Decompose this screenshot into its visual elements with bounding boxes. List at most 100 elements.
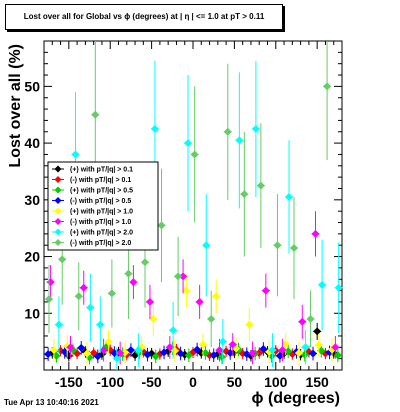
data-point xyxy=(256,181,265,190)
data-point xyxy=(74,292,83,301)
data-point xyxy=(116,348,125,357)
y-tick-label: 40 xyxy=(24,135,40,151)
data-point xyxy=(124,269,133,278)
data-point xyxy=(112,354,121,363)
chart-title-box: Lost over all for Global vs ϕ (degrees) … xyxy=(5,4,283,30)
data-point xyxy=(157,221,166,230)
data-point xyxy=(318,280,327,289)
data-point xyxy=(334,283,343,292)
data-point xyxy=(104,337,113,346)
data-point xyxy=(44,350,53,359)
x-tick-label: 50 xyxy=(227,374,243,390)
data-point xyxy=(165,343,174,352)
data-point xyxy=(129,278,138,287)
data-point xyxy=(235,136,244,145)
data-point xyxy=(259,345,268,354)
data-point xyxy=(281,339,290,348)
data-point xyxy=(145,297,154,306)
data-point xyxy=(134,346,143,355)
x-tick-label: 0 xyxy=(189,374,197,390)
data-point xyxy=(314,341,323,350)
data-point xyxy=(96,320,105,329)
data-point xyxy=(301,343,310,352)
x-tick-label: 100 xyxy=(264,374,288,390)
data-point xyxy=(207,314,216,323)
data-point xyxy=(268,346,277,355)
data-point xyxy=(331,343,340,352)
x-axis-ticks: -150 -100 -50 0 50 100 150 xyxy=(43,41,343,390)
data-point xyxy=(143,350,152,359)
legend-label: (-) with pT/|q| > 2.0 xyxy=(70,240,131,247)
data-point xyxy=(209,351,218,360)
data-point xyxy=(202,241,211,250)
data-point xyxy=(49,346,58,355)
data-point xyxy=(240,190,249,199)
data-point xyxy=(309,349,318,358)
data-point xyxy=(66,343,75,352)
data-point xyxy=(212,292,221,301)
chart-title: Lost over all for Global vs ϕ (degrees) … xyxy=(23,12,265,21)
data-point xyxy=(289,244,298,253)
y-tick-label: 50 xyxy=(24,78,40,94)
data-point xyxy=(79,283,88,292)
data-point xyxy=(77,343,86,352)
series-layer xyxy=(44,41,343,370)
data-point xyxy=(71,150,80,159)
data-point xyxy=(140,258,149,267)
y-tick-label: 30 xyxy=(24,192,40,208)
data-point xyxy=(294,348,303,357)
legend-label: (+) with pT/|q| > 2.0 xyxy=(70,230,133,237)
data-point xyxy=(93,352,102,361)
data-point xyxy=(248,348,257,357)
x-tick-label: 150 xyxy=(305,374,329,390)
y-axis-title: Lost over all (%) xyxy=(7,44,24,168)
data-point xyxy=(195,297,204,306)
data-point xyxy=(223,127,232,136)
data-point xyxy=(311,229,320,238)
y-tick-label: 10 xyxy=(24,305,40,321)
legend-label: (-) with pT/|q| > 0.1 xyxy=(70,177,131,184)
data-point xyxy=(44,295,53,304)
legend-label: (+) with pT/|q| > 0.1 xyxy=(70,167,133,174)
data-point xyxy=(218,337,227,346)
data-point xyxy=(99,346,108,355)
data-point xyxy=(86,303,95,312)
data-point xyxy=(215,346,224,355)
data-point xyxy=(245,320,254,329)
legend-label: (-) with pT/|q| > 1.0 xyxy=(70,219,131,226)
series-group xyxy=(46,211,340,365)
data-point xyxy=(190,150,199,159)
data-point xyxy=(285,192,294,201)
data-point xyxy=(149,314,158,323)
legend-label: (-) with pT/|q| > 0.5 xyxy=(70,198,131,205)
data-point xyxy=(58,255,67,264)
data-point xyxy=(298,317,307,326)
data-point xyxy=(313,327,322,336)
data-point xyxy=(251,124,260,133)
data-point xyxy=(151,352,160,361)
x-tick-label: -50 xyxy=(141,374,161,390)
data-point xyxy=(150,124,159,133)
data-point xyxy=(261,286,270,295)
data-point xyxy=(160,348,169,357)
data-point xyxy=(91,110,100,119)
data-point xyxy=(179,272,188,281)
x-axis-title: ϕ (degrees) xyxy=(252,390,340,407)
data-point xyxy=(323,82,332,91)
data-point xyxy=(242,350,251,359)
x-tick-label: -100 xyxy=(96,374,124,390)
data-point xyxy=(169,326,178,335)
data-point xyxy=(306,314,315,323)
data-point xyxy=(174,272,183,281)
legend: (+) with pT/|q| > 0.1 (-) with pT/|q| > 0… xyxy=(47,161,159,251)
data-point xyxy=(193,345,202,354)
y-tick-label: 20 xyxy=(24,249,40,265)
data-point xyxy=(184,139,193,148)
data-point xyxy=(228,340,237,349)
data-point xyxy=(278,346,287,355)
data-point xyxy=(107,289,116,298)
data-point xyxy=(184,351,193,360)
timestamp: Tue Apr 13 10:40:16 2021 xyxy=(4,398,99,407)
data-point xyxy=(198,340,207,349)
